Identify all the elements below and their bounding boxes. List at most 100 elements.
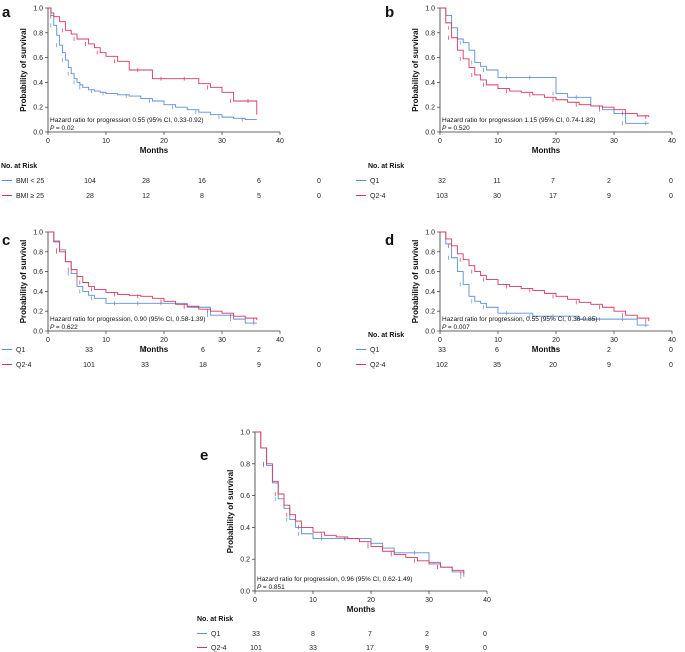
risk-table-header: No. at Risk (1, 163, 37, 170)
risk-count: 7 (368, 631, 372, 638)
x-tick-label: 20 (367, 597, 375, 604)
risk-count: 2 (425, 631, 429, 638)
risk-count: 0 (669, 178, 673, 185)
risk-count: 102 (436, 362, 448, 369)
y-tick-label: 1.0 (425, 6, 435, 13)
risk-count: 17 (366, 645, 374, 652)
risk-count: 35 (493, 362, 501, 369)
risk-table-header: No. at Risk (368, 332, 404, 339)
y-tick-label: 0.6 (33, 55, 43, 62)
series-1-curve (48, 231, 257, 324)
risk-count: 17 (549, 193, 557, 200)
x-tick-label: 20 (552, 138, 560, 145)
risk-row-label: BMI ≥ 25 (16, 193, 44, 200)
panel-letter: e (200, 447, 208, 464)
risk-count: 0 (317, 362, 321, 369)
x-tick-label: 40 (483, 597, 491, 604)
hazard-ratio-annotation: Hazard ratio for progression, 0.55 (95% … (442, 316, 597, 323)
x-tick-label: 0 (438, 337, 442, 344)
y-tick-label: 0.4 (33, 80, 43, 87)
risk-row-label: Q1 (211, 631, 220, 638)
series-2-curve (255, 431, 465, 574)
risk-row-label: Q2-4 (211, 645, 227, 652)
y-tick-label: 0.0 (240, 589, 250, 596)
p-value-annotation: P = 0.851 (257, 584, 285, 591)
x-tick-label: 10 (102, 337, 110, 344)
risk-count: 2 (607, 178, 611, 185)
y-tick-label: 0.4 (425, 80, 435, 87)
risk-count: 8 (311, 631, 315, 638)
y-axis-title: Probability of survival (19, 240, 28, 324)
x-tick-label: 20 (552, 337, 560, 344)
y-tick-label: 0.6 (425, 55, 435, 62)
y-tick-label: 1.0 (33, 230, 43, 237)
y-tick-label: 0.6 (33, 269, 43, 276)
p-value-annotation: P = 0.622 (50, 324, 78, 331)
risk-count: 0 (483, 645, 487, 652)
risk-count: 33 (252, 631, 260, 638)
y-tick-label: 0.0 (425, 329, 435, 336)
y-tick-label: 0.2 (425, 105, 435, 112)
x-tick-label: 40 (668, 138, 676, 145)
x-axis-title: Months (140, 146, 169, 155)
y-axis-title: Probability of survival (226, 470, 235, 554)
risk-count: 0 (669, 362, 673, 369)
risk-count: 9 (257, 362, 261, 369)
y-axis-title: Probability of survival (411, 28, 420, 112)
risk-count: 0 (317, 193, 321, 200)
x-tick-label: 10 (102, 138, 110, 145)
risk-row-label: Q2-4 (16, 362, 32, 369)
risk-count: 16 (198, 178, 206, 185)
risk-count: 9 (607, 193, 611, 200)
risk-count: 5 (551, 347, 555, 354)
y-tick-label: 0.0 (33, 329, 43, 336)
y-tick-label: 0.8 (425, 249, 435, 256)
p-value-annotation: P = 0.02 (50, 125, 75, 132)
risk-row-label: Q1 (370, 178, 379, 185)
risk-count: 30 (493, 193, 501, 200)
risk-count: 7 (143, 347, 147, 354)
risk-count: 9 (425, 645, 429, 652)
series-1-curve (255, 431, 465, 577)
y-tick-label: 1.0 (425, 230, 435, 237)
y-tick-label: 0.2 (425, 309, 435, 316)
panel-a: a 0.0 0.2 0.4 0.6 0.8 1.0 0 10 20 30 40 Months Probab… (1, 4, 321, 200)
x-tick-label: 0 (253, 597, 257, 604)
risk-row-label: Q2-4 (370, 362, 386, 369)
x-tick-label: 0 (46, 337, 50, 344)
x-tick-label: 0 (438, 138, 442, 145)
x-tick-label: 10 (309, 597, 317, 604)
hazard-ratio-annotation: Hazard ratio for progression, 0.96 (95% … (257, 576, 412, 583)
risk-count: 0 (317, 178, 321, 185)
y-tick-label: 0.4 (425, 289, 435, 296)
p-value-annotation: P = 0.007 (442, 324, 470, 331)
x-axis-title: Months (532, 345, 561, 354)
x-axis-title: Months (140, 345, 169, 354)
panel-letter: a (2, 4, 11, 21)
risk-count: 0 (483, 631, 487, 638)
risk-count: 2 (257, 347, 261, 354)
x-tick-label: 30 (610, 337, 618, 344)
y-tick-label: 1.0 (33, 6, 43, 13)
risk-count: 33 (141, 362, 149, 369)
panel-b: b0.00.20.40.60.81.00 10 20 30 40MonthsProbab… (356, 4, 676, 200)
panel-c: c0.00.20.40.60.81.00 10 20 30 40MonthsProbab… (2, 230, 321, 369)
risk-count: 6 (201, 347, 205, 354)
risk-count: 8 (200, 193, 204, 200)
risk-count: 0 (317, 347, 321, 354)
risk-count: 0 (669, 193, 673, 200)
panel-letter: d (385, 232, 394, 249)
series-2-curve (48, 231, 258, 321)
risk-row-label: BMI < 25 (16, 178, 44, 185)
risk-count: 20 (549, 362, 557, 369)
x-tick-label: 10 (494, 138, 502, 145)
y-tick-label: 0.0 (425, 130, 435, 137)
risk-count: 33 (438, 347, 446, 354)
series-2-curve (440, 231, 650, 322)
risk-count: 9 (607, 362, 611, 369)
panel-e: e0.00.20.40.60.81.00 10 20 30 40MonthsProbab… (197, 430, 491, 652)
x-tick-label: 30 (425, 597, 433, 604)
panel-letter: c (2, 232, 10, 249)
x-tick-label: 30 (218, 337, 226, 344)
